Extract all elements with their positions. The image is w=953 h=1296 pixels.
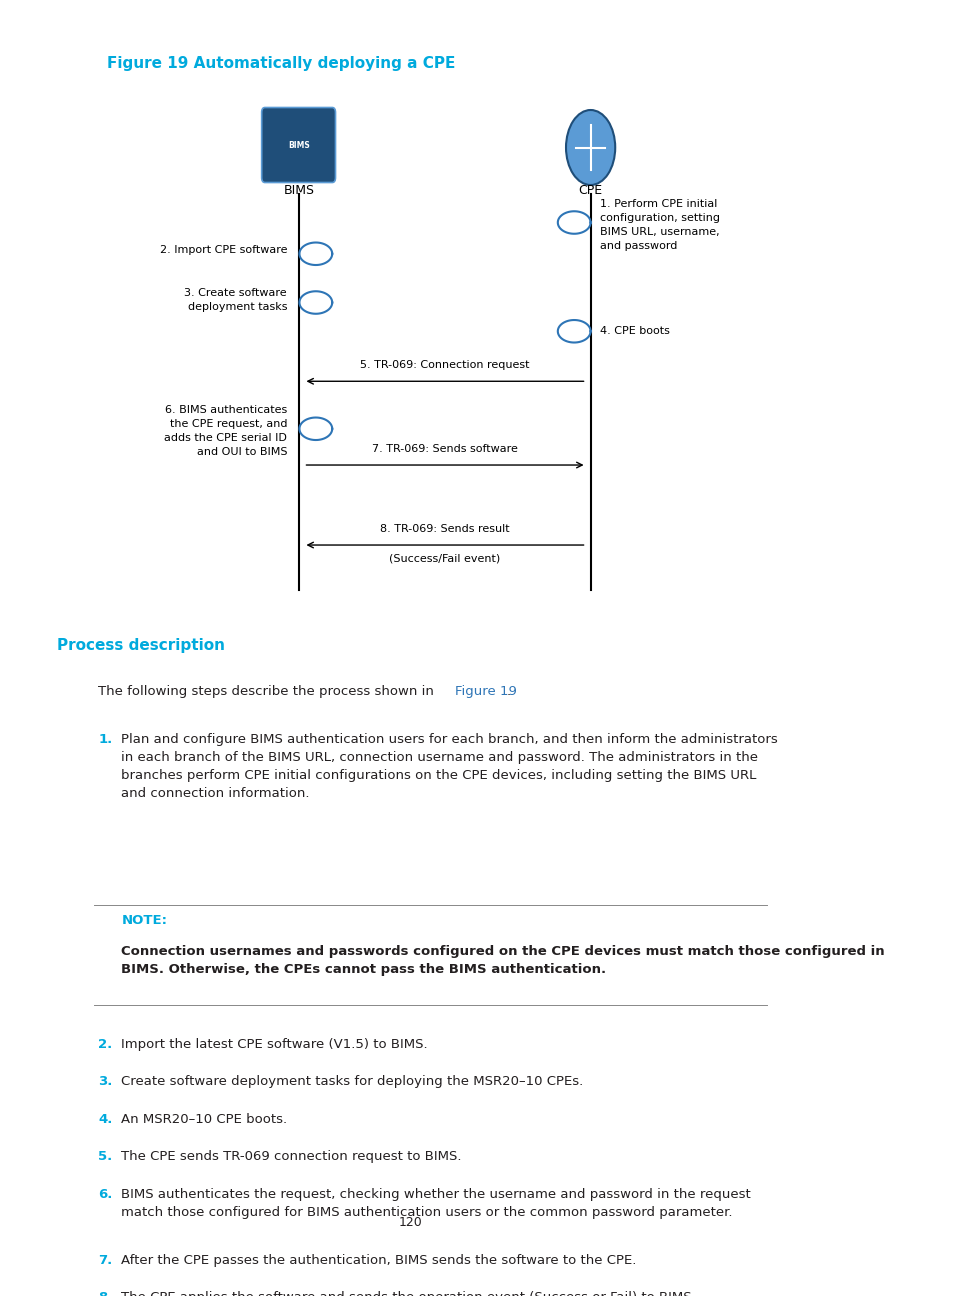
Text: 7. TR-069: Sends software: 7. TR-069: Sends software [372,443,517,454]
Text: 4.: 4. [98,1112,112,1125]
Text: 1. Perform CPE initial
configuration, setting
BIMS URL, username,
and password: 1. Perform CPE initial configuration, se… [599,200,720,251]
Text: 3.: 3. [98,1076,112,1089]
Text: The CPE sends TR-069 connection request to BIMS.: The CPE sends TR-069 connection request … [121,1150,461,1163]
Text: 2. Import CPE software: 2. Import CPE software [159,245,287,255]
Text: Connection usernames and passwords configured on the CPE devices must match thos: Connection usernames and passwords confi… [121,945,884,976]
Text: 4. CPE boots: 4. CPE boots [599,327,670,336]
Text: 120: 120 [397,1216,421,1229]
Text: (Success/Fail event): (Success/Fail event) [389,553,500,564]
Text: BIMS: BIMS [284,184,314,197]
Text: Create software deployment tasks for deploying the MSR20–10 CPEs.: Create software deployment tasks for dep… [121,1076,583,1089]
Text: Import the latest CPE software (V1.5) to BIMS.: Import the latest CPE software (V1.5) to… [121,1038,428,1051]
Text: The CPE applies the software and sends the operation event (Success or Fail) to : The CPE applies the software and sends t… [121,1291,696,1296]
Text: An MSR20–10 CPE boots.: An MSR20–10 CPE boots. [121,1112,287,1125]
Text: BIMS authenticates the request, checking whether the username and password in th: BIMS authenticates the request, checking… [121,1187,750,1218]
Text: .: . [506,686,511,699]
Text: 5. TR-069: Connection request: 5. TR-069: Connection request [360,360,529,371]
Text: The following steps describe the process shown in: The following steps describe the process… [98,686,438,699]
Text: Figure 19: Figure 19 [455,686,517,699]
Text: Process description: Process description [57,638,225,652]
Text: 6.: 6. [98,1187,112,1200]
Text: 2.: 2. [98,1038,112,1051]
Text: 8.: 8. [98,1291,112,1296]
Text: 3. Create software
deployment tasks: 3. Create software deployment tasks [184,288,287,312]
Text: After the CPE passes the authentication, BIMS sends the software to the CPE.: After the CPE passes the authentication,… [121,1253,636,1266]
Text: NOTE:: NOTE: [121,914,167,927]
Text: Figure 19 Automatically deploying a CPE: Figure 19 Automatically deploying a CPE [107,56,455,71]
Text: 6. BIMS authenticates
the CPE request, and
adds the CPE serial ID
and OUI to BIM: 6. BIMS authenticates the CPE request, a… [164,406,287,457]
Text: 8. TR-069: Sends result: 8. TR-069: Sends result [380,524,509,534]
Text: Plan and configure BIMS authentication users for each branch, and then inform th: Plan and configure BIMS authentication u… [121,732,778,800]
Text: 5.: 5. [98,1150,112,1163]
FancyBboxPatch shape [261,108,335,183]
Text: 7.: 7. [98,1253,112,1266]
Text: 1.: 1. [98,732,112,745]
Text: CPE: CPE [578,184,602,197]
Text: BIMS: BIMS [288,140,310,149]
Circle shape [565,110,615,185]
